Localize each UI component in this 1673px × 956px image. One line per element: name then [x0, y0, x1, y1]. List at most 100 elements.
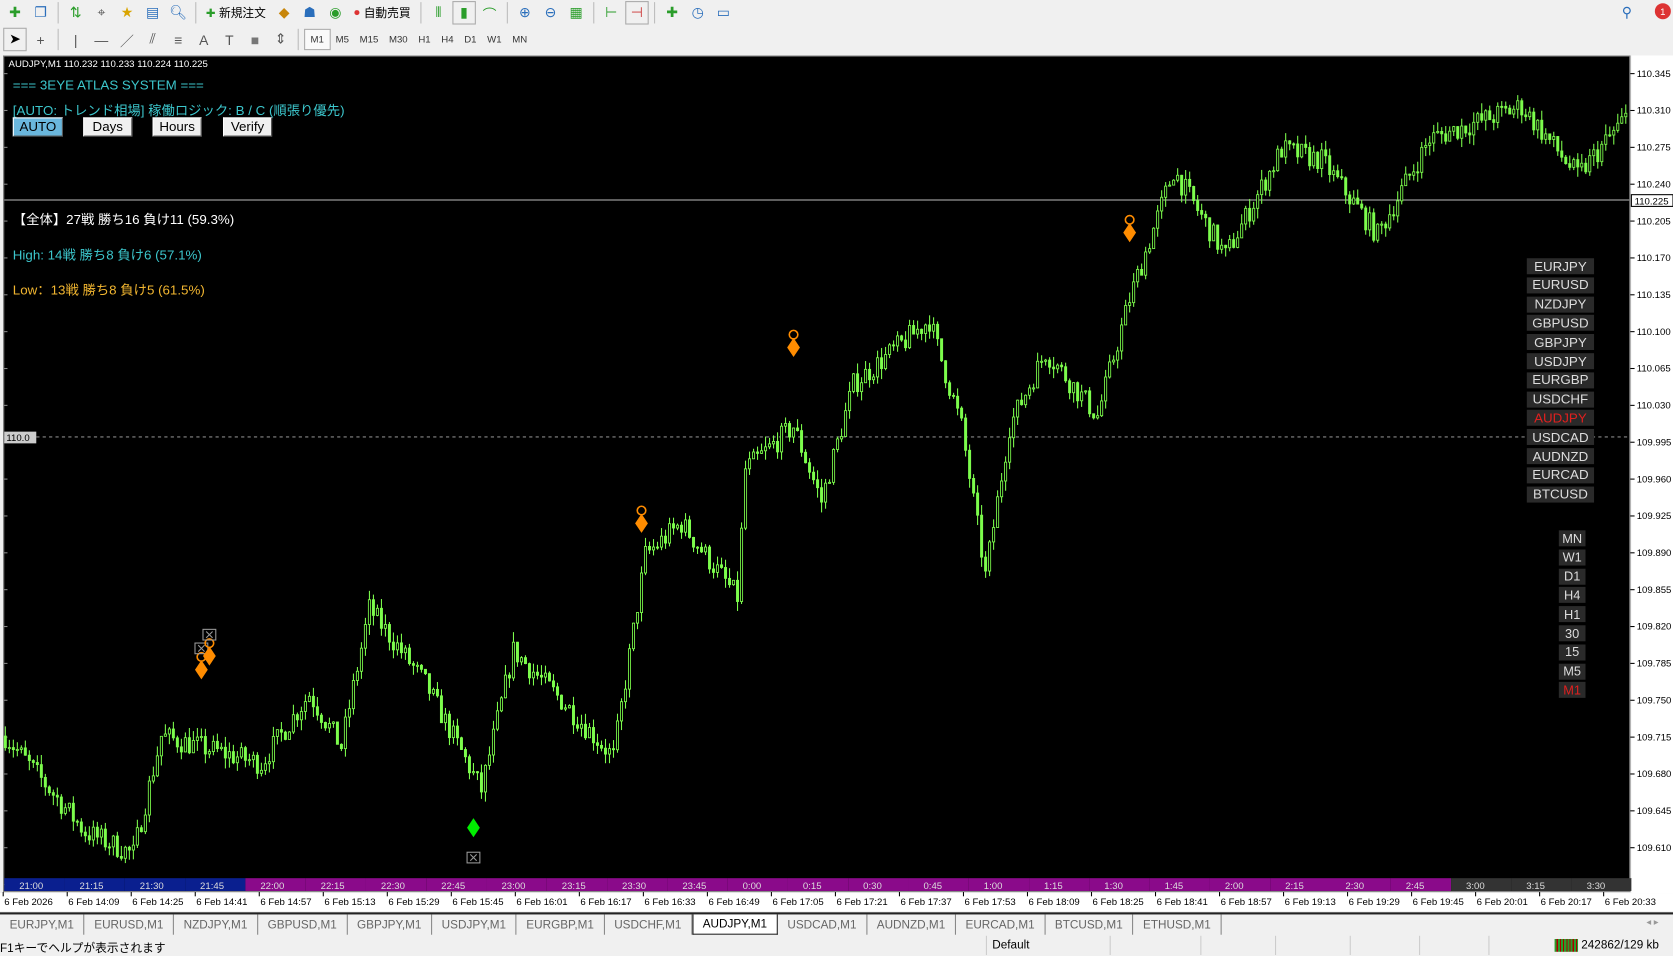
metaeditor-icon[interactable]: ◆: [278, 4, 290, 21]
new-chart-icon[interactable]: ✚: [9, 4, 21, 21]
candlestick-icon[interactable]: ▮: [452, 1, 476, 25]
vertical-line-icon[interactable]: |: [73, 31, 78, 48]
vps-icon[interactable]: ◉: [329, 4, 342, 21]
data-window-icon[interactable]: ⌖: [97, 4, 106, 21]
time-axis-bg: [0, 893, 1673, 912]
chart-shift-icon[interactable]: ⊣: [625, 1, 649, 25]
zoom-in-icon[interactable]: ⊕: [518, 4, 531, 21]
market-watch-icon[interactable]: ⇅: [69, 4, 82, 21]
symbol-button-eurcad[interactable]: EURCAD: [1526, 467, 1595, 484]
price-label: 109.715: [1637, 732, 1672, 743]
chart-tab-eurjpy[interactable]: EURJPY,M1: [0, 914, 85, 935]
timeframe-m15[interactable]: M15: [359, 34, 379, 45]
time-label: 6 Feb 19:45: [1413, 897, 1464, 908]
chart-tab-eurgbp[interactable]: EURGBP,M1: [517, 914, 605, 935]
auto-button[interactable]: AUTO: [12, 117, 63, 137]
horizontal-line-icon[interactable]: —: [94, 31, 109, 48]
crosshair-icon[interactable]: +: [36, 31, 45, 48]
timeframe-m1[interactable]: M1: [304, 28, 331, 51]
symbol-button-nzdjpy[interactable]: NZDJPY: [1526, 296, 1595, 313]
search-icon[interactable]: ⚲: [1621, 4, 1632, 21]
timeframe-d1[interactable]: D1: [464, 34, 477, 45]
tf-button-m1[interactable]: M1: [1558, 682, 1586, 699]
bar-chart-icon[interactable]: ⫴: [435, 4, 442, 21]
symbol-button-usdchf[interactable]: USDCHF: [1526, 391, 1595, 408]
timeframe-h1[interactable]: H1: [418, 34, 431, 45]
tf-button-30[interactable]: 30: [1558, 625, 1586, 642]
timeframe-mn[interactable]: MN: [512, 34, 528, 45]
tab-scroll-arrows[interactable]: ◂ ▸: [1646, 916, 1659, 928]
signals-icon[interactable]: ☗: [303, 4, 316, 21]
arrows-icon[interactable]: ⇕: [274, 30, 287, 47]
verify-button[interactable]: Verify: [222, 117, 273, 137]
symbol-button-usdcad[interactable]: USDCAD: [1526, 429, 1595, 446]
symbol-button-audjpy[interactable]: AUDJPY: [1526, 410, 1595, 427]
fibonacci-icon[interactable]: ≡: [174, 31, 183, 48]
cursor-icon[interactable]: ➤: [3, 27, 27, 52]
time-label: 6 Feb 18:57: [1221, 897, 1272, 908]
text-label-icon[interactable]: T: [225, 31, 234, 48]
timeframe-h4[interactable]: H4: [441, 34, 454, 45]
notification-badge[interactable]: 1: [1654, 3, 1671, 20]
auto-trading-button[interactable]: ● 自動売買: [353, 6, 411, 21]
days-button[interactable]: Days: [83, 117, 133, 137]
symbol-button-eurusd[interactable]: EURUSD: [1526, 277, 1595, 294]
terminal-icon[interactable]: ▤: [146, 4, 160, 21]
timeframe-m30[interactable]: M30: [388, 34, 408, 45]
symbol-button-eurjpy[interactable]: EURJPY: [1526, 258, 1595, 275]
price-label: 109.750: [1637, 695, 1672, 706]
zoom-out-icon[interactable]: ⊖: [544, 4, 557, 21]
chart-area[interactable]: [3, 55, 1631, 893]
trendline-icon[interactable]: ／: [120, 32, 134, 49]
price-label: 109.855: [1637, 585, 1672, 596]
chart-tab-audjpy[interactable]: AUDJPY,M1: [692, 914, 778, 935]
time-label: 6 Feb 17:53: [965, 897, 1016, 908]
periods-icon[interactable]: ◷: [691, 4, 704, 21]
tester-icon[interactable]: 🔍︎: [169, 4, 187, 21]
time-label: 6 Feb 20:33: [1605, 897, 1656, 908]
navigator-icon[interactable]: ★: [120, 4, 134, 21]
profiles-icon[interactable]: ❐: [34, 4, 47, 21]
symbol-button-audnzd[interactable]: AUDNZD: [1526, 448, 1595, 465]
time-label: 6 Feb 20:17: [1541, 897, 1592, 908]
tf-button-h4[interactable]: H4: [1558, 587, 1586, 604]
channel-icon[interactable]: ⫽: [149, 30, 156, 47]
chart-tab-nzdjpy[interactable]: NZDJPY,M1: [174, 914, 259, 935]
new-order-button[interactable]: ✚ 新規注文: [205, 6, 266, 21]
symbol-button-eurgbp[interactable]: EURGBP: [1526, 372, 1595, 389]
chart-tab-eurcad[interactable]: EURCAD,M1: [956, 914, 1046, 935]
symbol-button-gbpusd[interactable]: GBPUSD: [1526, 315, 1595, 332]
tf-button-m5[interactable]: M5: [1558, 663, 1586, 680]
tf-button-w1[interactable]: W1: [1558, 549, 1586, 566]
chart-tab-eurusd[interactable]: EURUSD,M1: [85, 914, 175, 935]
tf-button-h1[interactable]: H1: [1558, 606, 1586, 623]
symbol-button-gbpjpy[interactable]: GBPJPY: [1526, 334, 1595, 351]
chart-tab-usdjpy[interactable]: USDJPY,M1: [432, 914, 517, 935]
chart-tab-ethusd[interactable]: ETHUSD,M1: [1133, 914, 1222, 935]
chart-tab-gbpusd[interactable]: GBPUSD,M1: [258, 914, 348, 935]
chart-tab-gbpjpy[interactable]: GBPJPY,M1: [347, 914, 433, 935]
bid-label: 110.225: [1635, 196, 1669, 207]
tf-button-d1[interactable]: D1: [1558, 568, 1586, 585]
time-label: 6 Feb 15:29: [388, 897, 439, 908]
hours-button[interactable]: Hours: [152, 117, 202, 137]
chart-tab-audnzd[interactable]: AUDNZD,M1: [867, 914, 956, 935]
tile-windows-icon[interactable]: ▦: [569, 4, 583, 21]
templates-icon[interactable]: ▭: [716, 4, 730, 21]
timeframe-w1[interactable]: W1: [487, 34, 502, 45]
indicators-icon[interactable]: ✚: [666, 4, 678, 21]
timeframe-m5[interactable]: M5: [335, 34, 349, 45]
line-chart-icon[interactable]: ⌒: [482, 5, 497, 22]
price-axis-bg: [1631, 55, 1673, 894]
rectangle-icon[interactable]: ■: [250, 31, 260, 48]
text-icon[interactable]: A: [199, 31, 209, 48]
chart-tab-usdcad[interactable]: USDCAD,M1: [778, 914, 868, 935]
tf-button-15[interactable]: 15: [1558, 644, 1586, 661]
chart-tab-usdchf[interactable]: USDCHF,M1: [605, 914, 693, 935]
time-label: 6 Feb 15:45: [452, 897, 503, 908]
chart-tab-btcusd[interactable]: BTCUSD,M1: [1045, 914, 1134, 935]
symbol-button-btcusd[interactable]: BTCUSD: [1526, 486, 1595, 503]
tf-button-mn[interactable]: MN: [1558, 530, 1586, 547]
symbol-button-usdjpy[interactable]: USDJPY: [1526, 353, 1595, 370]
auto-scroll-icon[interactable]: ⊢: [605, 4, 618, 21]
